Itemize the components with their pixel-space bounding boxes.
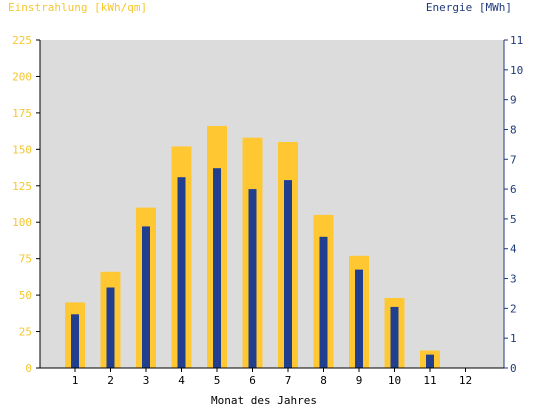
x-tick-label-9: 9 (356, 374, 363, 387)
x-axis-title: Monat des Jahres (211, 394, 317, 407)
x-tick-label-5: 5 (214, 374, 221, 387)
y-left-tick-label-125: 125 (12, 180, 32, 193)
y-right-tick-label-1: 1 (510, 332, 517, 345)
x-tick-label-3: 3 (143, 374, 150, 387)
bar-energie-10 (390, 306, 399, 368)
bars-layer (65, 126, 440, 368)
right-axis-title: Energie [MWh] (426, 1, 512, 14)
x-tick-label-4: 4 (178, 374, 185, 387)
axes-layer: 0255075100125150175200225012345678910111… (12, 34, 523, 387)
y-right-tick-label-9: 9 (510, 94, 517, 107)
x-tick-label-2: 2 (107, 374, 114, 387)
bar-energie-4 (177, 177, 186, 368)
x-tick-label-11: 11 (423, 374, 436, 387)
bar-energie-8 (319, 236, 328, 368)
bar-energie-2 (106, 287, 115, 368)
y-right-tick-label-5: 5 (510, 213, 517, 226)
bar-energie-3 (142, 226, 150, 368)
y-right-tick-label-6: 6 (510, 183, 517, 196)
y-left-tick-label-75: 75 (19, 253, 32, 266)
x-tick-label-7: 7 (285, 374, 292, 387)
x-tick-label-12: 12 (459, 374, 472, 387)
bar-energie-1 (71, 314, 79, 368)
x-tick-label-6: 6 (249, 374, 256, 387)
y-right-tick-label-3: 3 (510, 273, 517, 286)
bar-energie-9 (355, 269, 363, 368)
y-left-tick-label-175: 175 (12, 107, 32, 120)
y-right-tick-label-10: 10 (510, 64, 523, 77)
y-right-tick-label-11: 11 (510, 34, 523, 47)
x-tick-label-1: 1 (72, 374, 79, 387)
y-right-tick-label-4: 4 (510, 243, 517, 256)
x-tick-label-8: 8 (320, 374, 327, 387)
x-tick-label-10: 10 (388, 374, 401, 387)
left-axis-title: Einstrahlung [kWh/qm] (8, 1, 147, 14)
y-left-tick-label-50: 50 (19, 289, 32, 302)
y-right-tick-label-0: 0 (510, 362, 517, 375)
y-left-tick-label-0: 0 (25, 362, 32, 375)
bar-energie-5 (213, 168, 221, 368)
y-left-tick-label-225: 225 (12, 34, 32, 47)
y-left-tick-label-200: 200 (12, 70, 32, 83)
bar-energie-11 (426, 354, 434, 368)
bar-energie-6 (248, 189, 257, 368)
y-left-tick-label-150: 150 (12, 143, 32, 156)
y-left-tick-label-100: 100 (12, 216, 32, 229)
y-right-tick-label-2: 2 (510, 302, 517, 315)
bar-energie-7 (284, 180, 292, 368)
y-right-tick-label-8: 8 (510, 123, 517, 136)
y-right-tick-label-7: 7 (510, 153, 517, 166)
y-left-tick-label-25: 25 (19, 326, 32, 339)
